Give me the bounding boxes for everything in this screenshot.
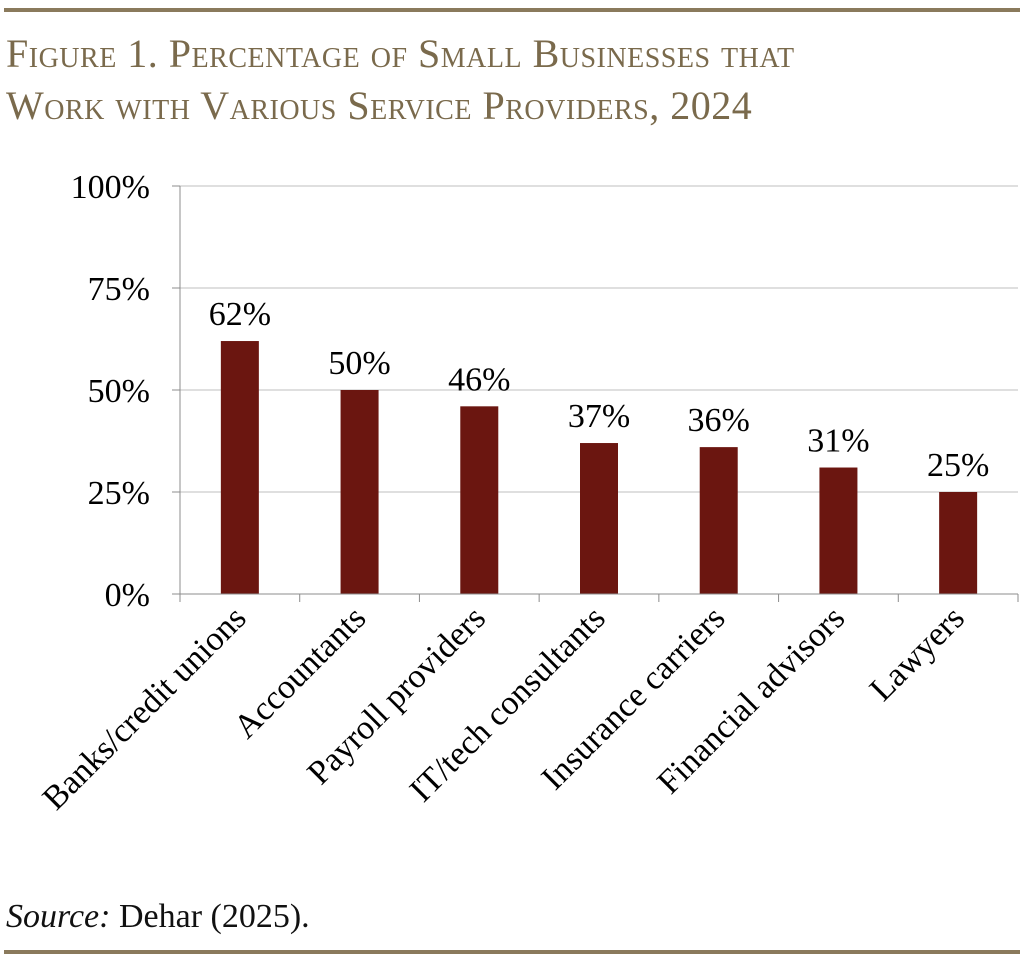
data-label: 37% xyxy=(568,398,630,435)
source-text: Dehar (2025). xyxy=(110,898,310,935)
y-tick-label: 100% xyxy=(71,169,150,206)
figure-title-line-1: Figure 1. Percentage of Small Businesses… xyxy=(6,31,795,76)
bar-chart: 0% 25% 50% 75% 100% 62% Banks/credit unions 50%… xyxy=(36,169,1019,817)
bar xyxy=(939,492,978,594)
top-rule xyxy=(4,8,1020,12)
y-tick-label: 75% xyxy=(88,271,150,308)
source-note: Source: Dehar (2025). xyxy=(6,898,310,936)
y-tick-label: 50% xyxy=(88,373,150,410)
data-label: 25% xyxy=(927,447,989,484)
category-label: Lawyers xyxy=(863,599,972,708)
data-label: 31% xyxy=(807,423,869,460)
data-label: 62% xyxy=(209,296,271,333)
data-label: 46% xyxy=(448,361,510,398)
data-label: 36% xyxy=(688,402,750,439)
bars xyxy=(220,341,978,594)
bar xyxy=(580,443,618,594)
axes xyxy=(172,185,1019,602)
bar xyxy=(340,390,379,594)
data-label: 50% xyxy=(328,345,390,382)
source-label: Source: xyxy=(6,898,111,935)
bar xyxy=(699,447,738,594)
bar xyxy=(460,406,499,594)
y-tick-label: 25% xyxy=(88,475,150,512)
bar xyxy=(819,467,858,594)
bottom-rule xyxy=(4,950,1020,954)
y-tick-label: 0% xyxy=(105,577,150,614)
figure-title-line-2: Work with Various Service Providers, 202… xyxy=(6,83,753,128)
category-label: Banks/credit unions xyxy=(36,599,254,817)
bar xyxy=(220,341,259,594)
